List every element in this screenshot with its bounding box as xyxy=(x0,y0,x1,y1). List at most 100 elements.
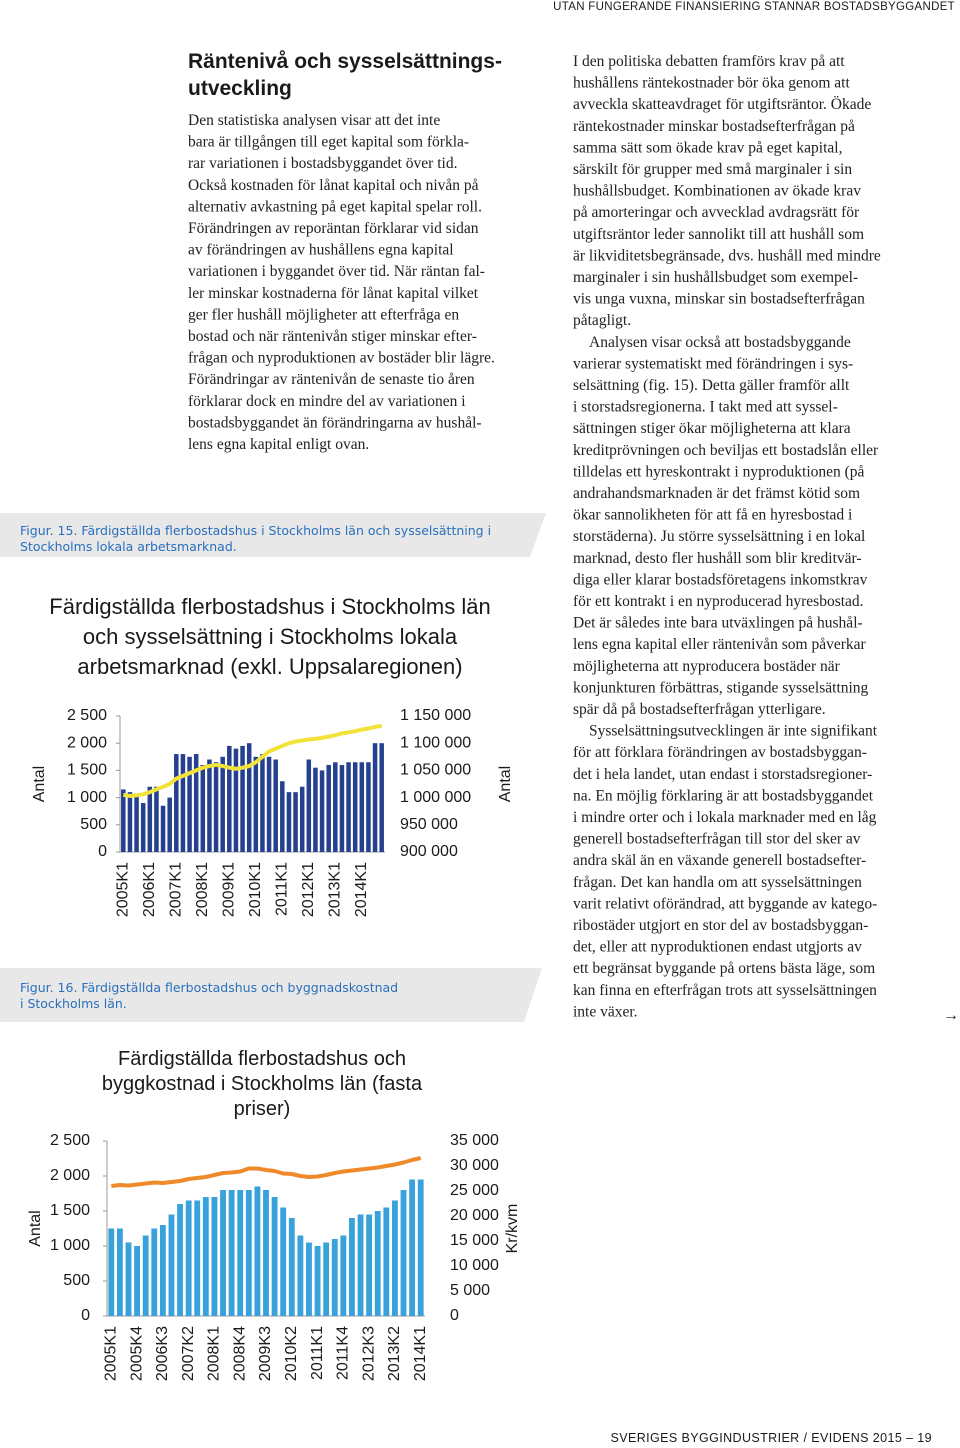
bar xyxy=(263,1190,269,1316)
y2-tick-label: 1 000 000 xyxy=(400,789,471,806)
body-line: sättningen stiger ökar möjligheterna att… xyxy=(573,420,851,437)
line xyxy=(122,723,383,798)
x-tick-label: 2005K1 xyxy=(115,862,132,917)
figure-caption: Figur. 15. Färdigställda flerbostadshus … xyxy=(20,523,491,538)
bar xyxy=(254,1186,261,1316)
bar xyxy=(253,756,259,852)
bar xyxy=(227,745,232,852)
bar xyxy=(314,1246,321,1316)
body-line: lens egna kapital enligt ovan. xyxy=(188,436,369,453)
bar xyxy=(228,1190,235,1316)
x-tick-label: 2006K1 xyxy=(141,862,158,917)
body-line: kreditprövningen och beviljas ett bostad… xyxy=(573,442,879,459)
body-line: det i hela landet, utan endast i storsta… xyxy=(573,766,872,783)
body-line: andra skäl än en växande generell bostad… xyxy=(573,852,866,869)
y-tick-label: 1 500 xyxy=(67,762,107,779)
y2-tick-label: 0 xyxy=(450,1307,459,1324)
body-line: varierar systematiskt med förändringen i… xyxy=(573,355,853,372)
body-line: samma sätt som ökade krav på eget kapita… xyxy=(573,139,842,156)
bar xyxy=(273,759,278,852)
body-line: tilldelas ett hyreskontrakt i nyprodukti… xyxy=(573,463,865,480)
bar xyxy=(409,1179,416,1316)
bar xyxy=(220,756,225,852)
body-line: inte växer. xyxy=(573,1003,638,1020)
bar xyxy=(159,1225,166,1316)
bar xyxy=(293,792,298,852)
body-line: i mindre orter och i lokala marknader me… xyxy=(573,809,877,826)
bar xyxy=(271,1197,278,1316)
bar xyxy=(147,786,153,852)
bar xyxy=(233,748,239,852)
bar xyxy=(187,756,192,852)
bar xyxy=(280,781,285,852)
bar xyxy=(299,786,305,852)
body-line: Förändringar av räntenivån de senaste ti… xyxy=(188,371,475,388)
y2-tick-label: 1 100 000 xyxy=(400,734,471,751)
body-line: ett begränsat byggande på ortens bästa l… xyxy=(573,960,875,977)
bar xyxy=(185,1200,192,1316)
x-tick-label: 2011K4 xyxy=(335,1326,352,1380)
x-tick-label: 2009K3 xyxy=(257,1326,274,1381)
body-line: avveckla skatteavdraget för utgiftsränto… xyxy=(573,96,871,113)
continue-arrow: → xyxy=(943,1007,959,1024)
y2-tick-label: 950 000 xyxy=(400,816,458,833)
x-tick-label: 2013K2 xyxy=(386,1326,403,1381)
bar xyxy=(339,764,345,852)
y2-tick-label: 1 150 000 xyxy=(400,707,471,724)
bar xyxy=(346,762,351,852)
y-tick-label: 0 xyxy=(98,843,107,860)
x-tick-label: 2010K2 xyxy=(283,1326,300,1381)
bar xyxy=(151,1228,158,1316)
footer: SVERIGES BYGGINDUSTRIER / EVIDENS 2015 –… xyxy=(611,1431,932,1445)
bar xyxy=(194,1200,201,1316)
bar xyxy=(140,803,146,852)
bar xyxy=(306,759,312,852)
body-line: påtagligt. xyxy=(573,312,631,329)
body-line: lens egna kapital eller räntenivån som p… xyxy=(573,636,866,653)
bar xyxy=(417,1179,424,1316)
body-line: utgiftsräntor leder sannolikt till att h… xyxy=(573,226,864,243)
heading: utveckling xyxy=(188,77,292,100)
bar xyxy=(134,794,139,852)
body-line: möjligheterna att nyproducera bostäder n… xyxy=(573,658,841,675)
y2-tick-label: 5 000 xyxy=(450,1282,490,1299)
y2-tick-label: 10 000 xyxy=(450,1257,499,1274)
body-line: selsättning (fig. 15). Detta gäller fram… xyxy=(573,377,850,394)
x-tick-label: 2011K1 xyxy=(274,862,291,916)
bar xyxy=(266,756,272,852)
x-tick-label: 2007K2 xyxy=(180,1326,197,1381)
x-tick-label: 2006K3 xyxy=(154,1326,171,1381)
body-line: det, eller att nyproduktionen endast utg… xyxy=(573,939,862,956)
bar xyxy=(374,1211,381,1316)
bar xyxy=(400,1190,407,1316)
x-tick-label: 2012K1 xyxy=(300,862,317,917)
chart-title: arbetsmarknad (exkl. Uppsalaregionen) xyxy=(77,654,462,679)
bar xyxy=(213,762,219,852)
y2-tick-label: 20 000 xyxy=(450,1207,499,1224)
bar xyxy=(306,1242,312,1316)
y-axis-label: Antal xyxy=(31,766,48,802)
bar xyxy=(246,743,252,852)
body-line: bostad och när räntenivån stiger minskar… xyxy=(188,328,477,345)
bar xyxy=(200,764,206,852)
bar xyxy=(207,759,212,852)
body-line: ökar sannolikheten för att få en hyresbo… xyxy=(573,507,853,524)
y2-axis-label: Antal xyxy=(497,766,514,802)
bar xyxy=(211,1197,218,1316)
y-tick-label: 1 500 xyxy=(50,1202,90,1219)
caption-band xyxy=(0,513,546,557)
body-line: förklarar dock en mindre del av variatio… xyxy=(188,393,466,410)
body-line: ribostäder utgjort en stor del av bostad… xyxy=(573,917,868,934)
bar xyxy=(202,1197,209,1316)
body-line: är likviditetsbegränsade, dvs. hushåll m… xyxy=(573,247,881,264)
bar xyxy=(352,762,358,852)
bar xyxy=(319,770,325,852)
body-line: Förändringen av reporäntan förklarar vid… xyxy=(188,220,479,237)
bar xyxy=(108,1228,115,1316)
y-tick-label: 500 xyxy=(80,816,107,833)
bar xyxy=(237,1190,244,1316)
bar xyxy=(245,1190,252,1316)
body-line: hushållsbudget. Kombinationen av ökade k… xyxy=(573,183,861,200)
bar xyxy=(383,1207,390,1316)
body-line: rar variationen i bostadsbyggandet över … xyxy=(188,155,457,172)
